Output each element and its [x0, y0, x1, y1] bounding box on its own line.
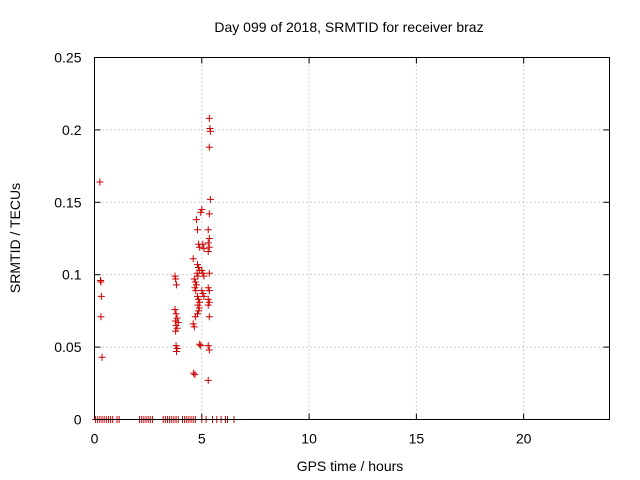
y-tick-label: 0.05	[54, 339, 81, 355]
data-point	[190, 323, 198, 331]
x-tick-label: 15	[409, 431, 425, 447]
data-point	[204, 284, 212, 292]
data-point	[206, 195, 214, 203]
data-point	[199, 290, 207, 298]
data-point	[206, 127, 214, 135]
data-point	[200, 292, 208, 300]
data-point	[204, 342, 212, 350]
data-point	[204, 239, 212, 247]
data-point	[195, 304, 203, 312]
data-point	[196, 243, 204, 251]
data-point	[205, 143, 213, 151]
data-point	[194, 272, 202, 280]
data-point	[196, 340, 204, 348]
data-point	[192, 216, 200, 224]
y-axis-label: SRMTID / TECUs	[7, 183, 23, 293]
data-point	[205, 313, 213, 321]
data-point	[192, 287, 200, 295]
y-tick-label: 0.25	[54, 50, 81, 66]
data-point	[198, 287, 206, 295]
data-point	[194, 301, 202, 309]
x-tick-label: 0	[91, 431, 99, 447]
data-point	[171, 272, 179, 280]
data-point	[194, 292, 201, 300]
data-point	[173, 324, 181, 332]
data-point	[191, 284, 199, 292]
y-tick-label: 0.15	[54, 194, 81, 210]
data-point	[200, 272, 208, 280]
y-tick-label: 0.1	[62, 267, 82, 283]
axis-ticks	[94, 57, 610, 420]
x-tick-label: 5	[198, 431, 206, 447]
x-tick-label: 10	[301, 431, 317, 447]
data-point	[205, 298, 213, 306]
data-point	[200, 245, 208, 253]
data-point	[204, 248, 212, 256]
y-tick-labels: 0 0.05 0.1 0.15 0.2 0.25	[54, 50, 81, 428]
data-point	[173, 345, 181, 353]
data-point	[172, 347, 180, 355]
y-tick-label: 0.2	[62, 122, 82, 138]
data-point	[97, 292, 105, 300]
data-point	[205, 287, 213, 295]
data-point	[97, 278, 105, 286]
data-point	[205, 243, 213, 251]
data-point	[96, 178, 104, 186]
data-point	[194, 310, 201, 318]
data-point	[189, 320, 197, 328]
data-point	[194, 261, 201, 269]
data-point	[198, 266, 206, 274]
data-point	[172, 310, 180, 318]
data-point	[190, 369, 198, 377]
plot-frame	[94, 57, 610, 420]
data-point	[195, 307, 203, 315]
data-point	[204, 301, 212, 309]
data-point	[205, 346, 213, 354]
grid-lines	[94, 57, 610, 420]
data-point	[172, 275, 180, 283]
chart-title: Day 099 of 2018, SRMTID for receiver bra…	[214, 19, 483, 35]
data-point	[204, 376, 212, 384]
data-points	[92, 114, 238, 423]
data-point	[197, 208, 205, 216]
data-point	[195, 295, 203, 303]
data-point	[172, 281, 180, 289]
data-point	[199, 269, 207, 277]
data-point	[98, 353, 106, 361]
x-tick-labels: 0 5 10 15 20	[91, 431, 532, 447]
data-point	[97, 313, 105, 321]
x-tick-label: 20	[516, 431, 532, 447]
data-point	[198, 206, 206, 214]
data-point	[195, 263, 203, 271]
data-point	[191, 371, 199, 379]
data-point	[189, 255, 197, 263]
data-point	[172, 327, 180, 335]
data-point	[192, 281, 200, 289]
data-point	[204, 226, 212, 234]
data-point	[171, 305, 179, 313]
data-point	[205, 114, 213, 122]
data-point	[199, 240, 207, 248]
x-axis-label: GPS time / hours	[297, 458, 404, 474]
data-point	[205, 269, 213, 277]
data-point	[205, 235, 213, 242]
data-point	[190, 275, 198, 283]
y-tick-label: 0	[74, 412, 82, 428]
data-point	[173, 314, 181, 322]
data-point	[194, 226, 201, 234]
data-point	[197, 342, 205, 350]
data-point	[205, 210, 213, 218]
